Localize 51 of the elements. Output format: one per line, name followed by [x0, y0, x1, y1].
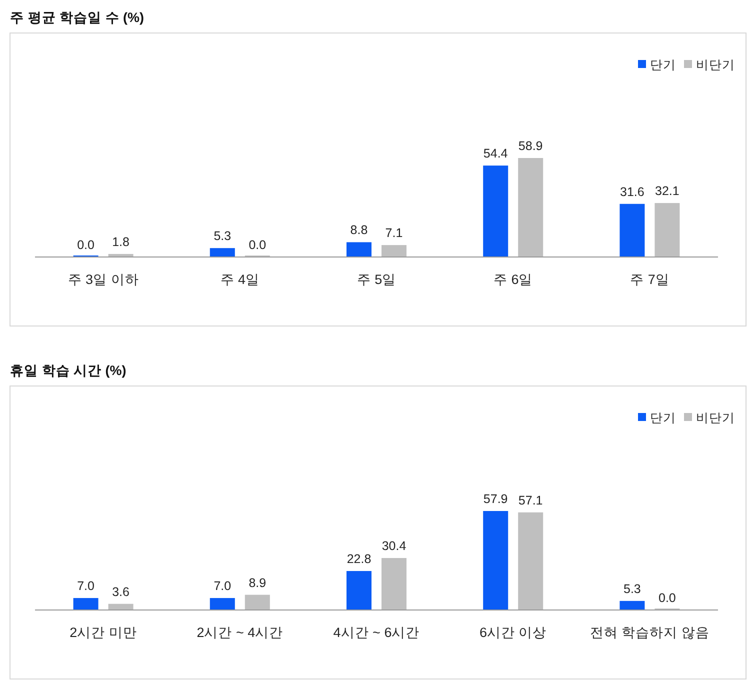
bar	[483, 166, 508, 257]
bar	[483, 511, 508, 610]
x-tick-label: 주 6일	[493, 272, 533, 287]
data-label: 0.0	[248, 238, 266, 252]
bar	[346, 242, 372, 257]
data-label: 32.1	[655, 184, 680, 198]
bar	[382, 558, 406, 610]
legend-label: 비단기	[696, 411, 735, 425]
bar	[244, 594, 270, 610]
data-label: 0.0	[658, 591, 676, 605]
x-tick-label: 주 4일	[220, 272, 260, 287]
legend-label: 단기	[650, 411, 676, 425]
data-label: 58.9	[518, 139, 543, 153]
bar	[654, 203, 680, 257]
bar	[518, 158, 544, 257]
data-label: 7.0	[77, 579, 95, 594]
bar	[210, 598, 235, 610]
x-tick-label: 4시간 ~ 6시간	[333, 625, 420, 640]
bar	[518, 512, 544, 610]
data-label: 57.1	[518, 493, 543, 508]
x-tick-label: 주 7일	[630, 272, 670, 287]
legend-label: 비단기	[696, 58, 735, 72]
bar	[210, 248, 235, 257]
bar	[620, 600, 645, 610]
data-label: 5.3	[214, 229, 232, 244]
x-tick-label: 2시간 미만	[70, 625, 137, 640]
bar	[382, 245, 406, 257]
bar	[346, 571, 372, 610]
data-label: 3.6	[112, 584, 130, 599]
data-label: 5.3	[624, 582, 641, 596]
chart-title: 휴일 학습 시간 (%)	[10, 363, 126, 378]
x-tick-label: 2시간 ~ 4시간	[196, 625, 284, 640]
legend-label: 단기	[650, 58, 676, 72]
data-label: 30.4	[382, 539, 406, 554]
x-tick-label: 주 3일 이하	[68, 272, 139, 287]
x-tick-label: 주 5일	[356, 272, 396, 287]
data-label: 57.9	[483, 492, 508, 506]
x-tick-label: 6시간 이상	[479, 625, 547, 640]
data-label: 8.8	[350, 223, 368, 238]
data-label: 1.8	[112, 234, 130, 249]
bar	[620, 204, 645, 257]
chart-title: 주 평균 학습일 수 (%)	[10, 10, 144, 25]
bar	[73, 598, 98, 610]
data-label: 0.0	[77, 238, 95, 252]
data-label: 8.9	[248, 576, 266, 590]
x-tick-label: 전혀 학습하지 않음	[590, 625, 710, 640]
data-label: 54.4	[483, 146, 508, 161]
data-label: 22.8	[346, 552, 372, 566]
data-label: 31.6	[620, 184, 644, 199]
data-label: 7.1	[385, 226, 403, 240]
data-label: 7.0	[214, 579, 232, 594]
